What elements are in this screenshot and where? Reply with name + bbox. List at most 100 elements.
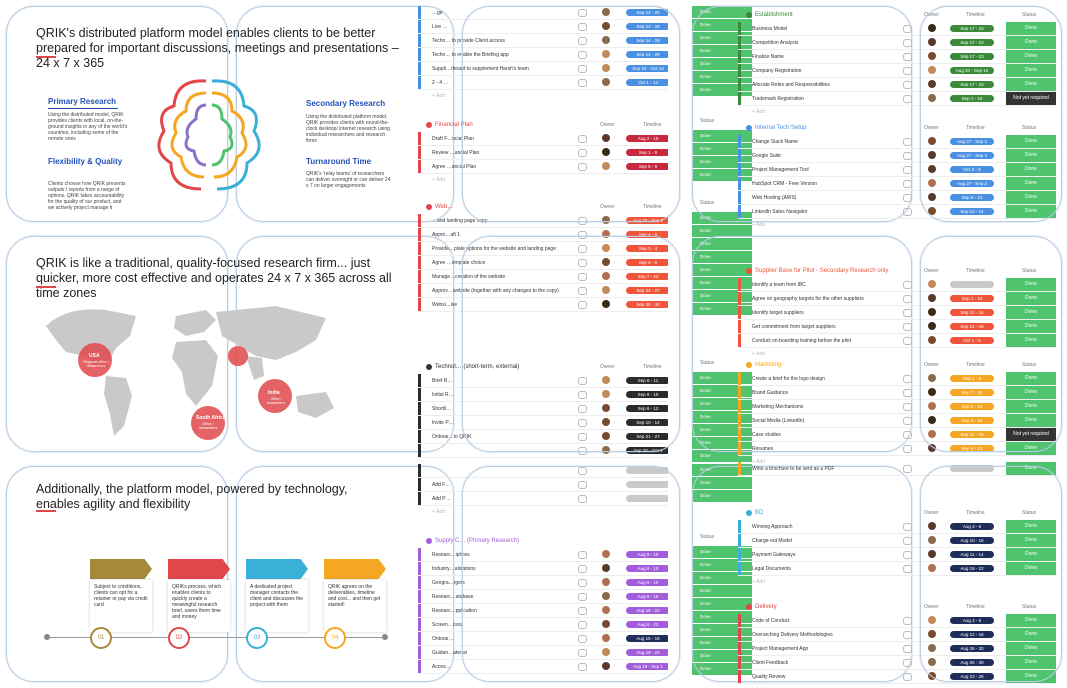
task-name[interactable]: Overarching Delivery Methodologies xyxy=(752,632,833,638)
comment-icon[interactable] xyxy=(903,309,912,317)
task-name[interactable]: HubSpot CRM - Free Version xyxy=(752,181,817,187)
task-name[interactable]: Shortli… xyxy=(432,406,451,412)
collapse-icon[interactable] xyxy=(426,204,432,210)
comment-icon[interactable] xyxy=(903,403,912,411)
task-name[interactable]: Business Model xyxy=(752,26,787,32)
task-name[interactable]: Project Management App xyxy=(752,646,808,652)
comment-icon[interactable] xyxy=(903,337,912,345)
collapse-icon[interactable] xyxy=(426,122,432,128)
task-name[interactable]: Marketing Mechanisms xyxy=(752,404,803,410)
comment-icon[interactable] xyxy=(903,152,912,160)
task-name[interactable]: LinkedIn Sales Navigator xyxy=(752,209,808,215)
comment-icon[interactable] xyxy=(903,138,912,146)
comment-icon[interactable] xyxy=(903,25,912,33)
comment-icon[interactable] xyxy=(903,659,912,667)
comment-icon[interactable] xyxy=(903,81,912,89)
comment-icon[interactable] xyxy=(903,208,912,216)
add-item-row[interactable]: + Add xyxy=(738,684,1058,688)
task-name[interactable]: Agree on geography targets for the other… xyxy=(752,296,864,302)
comment-icon[interactable] xyxy=(903,673,912,681)
task-name[interactable]: Screen…cess xyxy=(432,622,463,628)
task-name[interactable]: Resumes xyxy=(752,446,773,452)
group-color-bar xyxy=(738,386,741,399)
comment-icon[interactable] xyxy=(903,67,912,75)
task-name[interactable]: Acces… xyxy=(432,664,451,670)
task-name[interactable]: Write a brochure to be sent as a PDF xyxy=(752,466,834,472)
task-name[interactable]: Social Media (LinkedIn) xyxy=(752,418,804,424)
collapse-icon[interactable] xyxy=(746,510,752,516)
task-name[interactable]: Case studies xyxy=(752,432,781,438)
comment-icon[interactable] xyxy=(903,551,912,559)
task-name[interactable]: Competition Analysis xyxy=(752,40,798,46)
comment-icon[interactable] xyxy=(903,617,912,625)
task-name[interactable]: Web Hosting (AWS) xyxy=(752,195,796,201)
task-name[interactable]: Identify target suppliers xyxy=(752,310,804,316)
group-color-bar xyxy=(418,270,421,283)
comment-icon[interactable] xyxy=(903,645,912,653)
comment-icon[interactable] xyxy=(903,180,912,188)
task-name[interactable]: Websi…ive xyxy=(432,302,457,308)
task-name[interactable]: Onboar… xyxy=(432,636,454,642)
comment-icon[interactable] xyxy=(903,523,912,531)
comment-icon[interactable] xyxy=(903,389,912,397)
task-name[interactable]: Quality Review xyxy=(752,674,785,680)
task-name[interactable]: Allocate Roles and Responsibilities xyxy=(752,82,830,88)
task-name[interactable]: Charge-out Model xyxy=(752,538,792,544)
comment-icon[interactable] xyxy=(903,281,912,289)
comment-icon[interactable] xyxy=(903,53,912,61)
comment-icon[interactable] xyxy=(903,323,912,331)
group-color-bar xyxy=(738,22,741,35)
collapse-icon[interactable] xyxy=(746,125,752,131)
task-name[interactable]: Client Feedback xyxy=(752,660,788,666)
task-name[interactable]: Add F… xyxy=(432,482,450,488)
task-name[interactable]: Company Registration xyxy=(752,68,801,74)
task-name[interactable]: Conduct on-boarding training before the … xyxy=(752,338,851,344)
collapse-icon[interactable] xyxy=(426,538,432,544)
task-name[interactable]: Geogra…rgets xyxy=(432,580,465,586)
collapse-icon[interactable] xyxy=(746,12,752,18)
group-color-bar xyxy=(418,548,421,561)
group-color-bar xyxy=(738,334,741,347)
group-color-bar xyxy=(418,632,421,645)
task-name[interactable]: Payment Gateways xyxy=(752,552,795,558)
task-name[interactable]: Invite P… xyxy=(432,420,454,426)
comment-icon[interactable] xyxy=(903,295,912,303)
task-name[interactable]: Add P… xyxy=(432,496,451,502)
task-name[interactable]: Appro…aft 1 xyxy=(432,232,460,238)
collapse-icon[interactable] xyxy=(426,364,432,370)
comment-icon[interactable] xyxy=(903,465,912,473)
collapse-icon[interactable] xyxy=(746,268,752,274)
comment-icon[interactable] xyxy=(903,95,912,103)
comment-icon[interactable] xyxy=(903,431,912,439)
task-name[interactable]: Trademark Registration xyxy=(752,96,804,102)
task-name[interactable]: Code of Conduct xyxy=(752,618,790,624)
task-name[interactable]: Finalize Name xyxy=(752,54,784,60)
comment-icon[interactable] xyxy=(903,194,912,202)
task-name[interactable]: Legal Documents xyxy=(752,566,791,572)
task-name[interactable]: Project Management Tool xyxy=(752,167,809,173)
task-name[interactable]: Brief R… xyxy=(432,378,452,384)
task-name[interactable]: Live … xyxy=(432,24,448,30)
comment-icon[interactable] xyxy=(903,537,912,545)
task-name[interactable]: Initial R… xyxy=(432,392,454,398)
task-name[interactable]: Change Slack Name xyxy=(752,139,798,145)
collapse-icon[interactable] xyxy=(746,604,752,610)
task-name[interactable]: Google Suite xyxy=(752,153,781,159)
comment-icon[interactable] xyxy=(903,375,912,383)
right-tile-2 xyxy=(920,236,1062,452)
task-name[interactable]: 2 - 4 … xyxy=(432,80,448,86)
task-name[interactable]: Winning Approach xyxy=(752,524,793,530)
task-name[interactable]: Get commitment from target suppliers xyxy=(752,324,836,330)
task-name[interactable]: Identify a team from IBC xyxy=(752,282,806,288)
task-name[interactable]: …ge xyxy=(432,10,443,16)
task-name[interactable]: Brand Guidance xyxy=(752,390,788,396)
task-name[interactable]: Create a brief for the logo design xyxy=(752,376,825,382)
comment-icon[interactable] xyxy=(903,631,912,639)
comment-icon[interactable] xyxy=(903,166,912,174)
group-color-bar xyxy=(738,656,741,669)
comment-icon[interactable] xyxy=(903,417,912,425)
comment-icon[interactable] xyxy=(903,39,912,47)
collapse-icon[interactable] xyxy=(746,362,752,368)
comment-icon[interactable] xyxy=(903,565,912,573)
comment-icon[interactable] xyxy=(903,445,912,453)
